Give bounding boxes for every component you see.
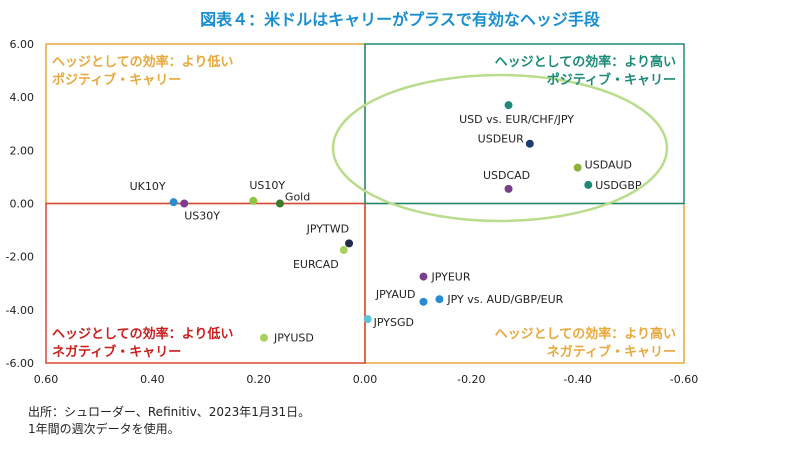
data-point (504, 101, 513, 110)
data-label: US10Y (249, 179, 285, 192)
data-point (275, 199, 284, 208)
quadrant-label-line2: ポジティブ・キャリー (52, 72, 181, 88)
x-tick-label: -0.40 (563, 373, 591, 386)
data-label: JPYSGD (373, 316, 414, 329)
data-point (504, 184, 513, 193)
y-tick-label: -2.00 (6, 251, 34, 264)
data-point (345, 239, 354, 248)
source-notes: 出所：シュローダー、Refinitiv、2023年1月31日。 1年間の週次デー… (28, 404, 310, 438)
data-label: USDAUD (585, 159, 632, 172)
x-tick-label: -0.60 (670, 373, 698, 386)
data-note: 1年間の週次データを使用。 (28, 422, 180, 436)
data-label: USD vs. EUR/CHF/JPY (459, 113, 574, 126)
quadrant-label-line1: ヘッジとしての効率：より低い (52, 326, 233, 342)
quadrant-bottom-left (45, 202, 366, 364)
quadrant-label-line2: ポジティブ・キャリー (547, 72, 676, 88)
x-tick-label: 0.60 (34, 373, 59, 386)
data-point (180, 199, 189, 208)
data-label: JPYAUD (375, 288, 416, 301)
data-label: EURCAD (293, 258, 339, 271)
chart-title: 図表４：米ドルはキャリーがプラスで有効なヘッジ手段 (200, 10, 600, 29)
data-label: JPYTWD (306, 222, 349, 235)
data-point (435, 295, 444, 304)
quadrant-label-line1: ヘッジとしての効率：より低い (52, 54, 233, 70)
data-label: USDEUR (478, 133, 525, 146)
axis-ticks: 0.60 0.40 0.20 0.00 -0.20 -0.40 -0.60 6.00 4.00 2… (6, 38, 699, 386)
x-tick-label: 0.20 (246, 373, 271, 386)
data-point (419, 297, 428, 306)
data-point (419, 272, 428, 281)
data-point (573, 163, 582, 172)
data-point (525, 139, 534, 148)
data-points: USD vs. EUR/CHF/JPY USDEUR USDAUD USDGBP USD… (130, 101, 642, 345)
y-tick-label: -6.00 (6, 357, 34, 370)
y-tick-label: 2.00 (10, 144, 35, 157)
x-tick-label: 0.40 (140, 373, 165, 386)
y-tick-label: -4.00 (6, 304, 34, 317)
quadrant-label-line1: ヘッジとしての効率：より高い (495, 54, 676, 70)
quadrant-labels: ヘッジとしての効率：より低いポジティブ・キャリーヘッジとしての効率：より高いポジ… (52, 54, 676, 360)
quadrant-top-right (364, 43, 685, 205)
data-point (363, 315, 372, 324)
data-label: UK10Y (130, 180, 166, 193)
data-label: JPY vs. AUD/GBP/EUR (446, 293, 563, 306)
data-label: USDCAD (483, 169, 530, 182)
quadrant-boxes (45, 43, 685, 364)
data-label: USDGBP (595, 179, 642, 192)
source-note: 出所：シュローダー、Refinitiv、2023年1月31日。 (28, 405, 311, 419)
quadrant-label-line1: ヘッジとしての効率：より高い (495, 326, 676, 342)
y-tick-label: 4.00 (10, 91, 35, 104)
data-label: JPYEUR (430, 271, 470, 284)
highlight-ellipse (331, 73, 669, 223)
x-tick-label: -0.20 (457, 373, 485, 386)
data-label: US30Y (184, 210, 220, 223)
data-label: Gold (285, 191, 310, 204)
highlight-ellipse (331, 73, 669, 223)
quadrant-label-line2: ネガティブ・キャリー (52, 344, 181, 360)
data-point (339, 246, 348, 255)
y-tick-label: 6.00 (10, 38, 35, 51)
data-point (169, 198, 178, 207)
data-point (259, 333, 268, 342)
x-tick-label: 0.00 (353, 373, 378, 386)
y-tick-label: 0.00 (10, 198, 35, 211)
data-point (584, 180, 593, 189)
data-point (249, 196, 258, 205)
quadrant-label-line2: ネガティブ・キャリー (547, 344, 676, 360)
data-label: JPYUSD (273, 332, 314, 345)
